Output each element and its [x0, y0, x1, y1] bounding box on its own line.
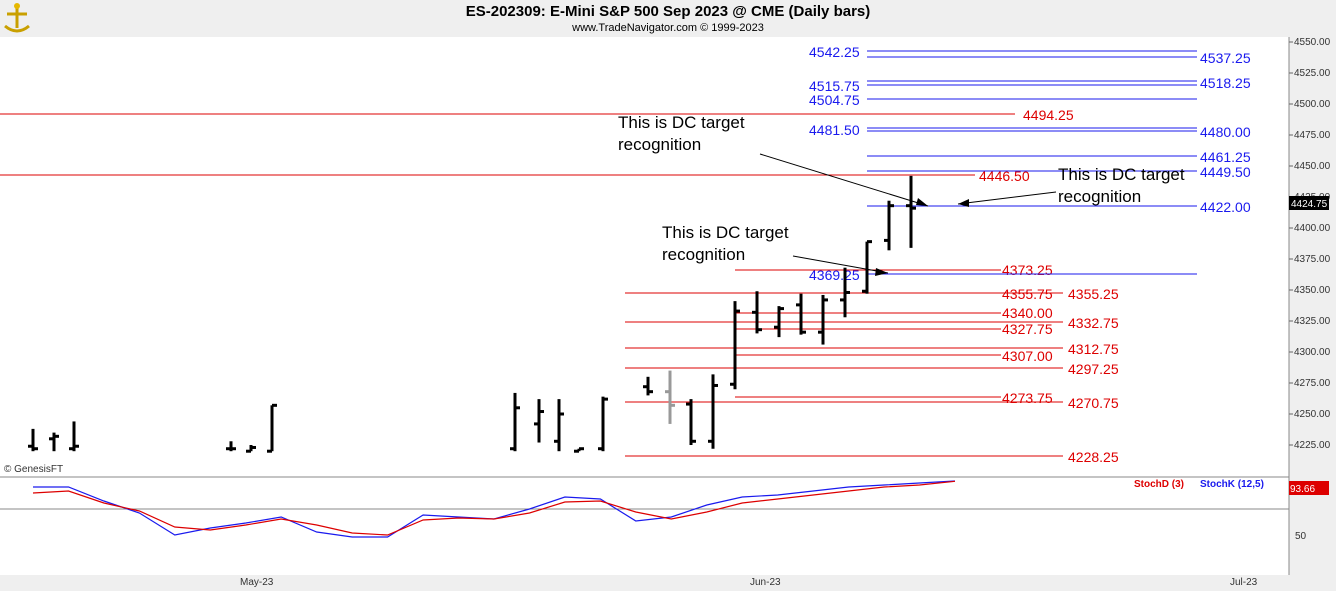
price-axis-tick-label: 4550.00 [1294, 37, 1331, 48]
level-label-4542-25: 4542.25 [809, 44, 860, 60]
stoch-d-legend: StochD (3) [1134, 479, 1184, 490]
level-label-4312-75: 4312.75 [1068, 341, 1119, 357]
price-axis-tick-label: 4475.00 [1294, 130, 1331, 141]
ohlc-bar [796, 293, 806, 335]
ohlc-bar [534, 399, 544, 443]
price-panel [0, 37, 1289, 477]
annotation-3-arrow [792, 255, 889, 274]
stoch-d-line [32, 480, 956, 536]
annotation-1-line-1: This is DC target [618, 113, 745, 132]
chart-title: ES-202309: E-Mini S&P 500 Sep 2023 @ CME… [465, 3, 871, 20]
level-label-4504-75: 4504.75 [809, 92, 860, 108]
ohlc-bar [598, 396, 608, 452]
level-label-4537-25: 4537.25 [1200, 50, 1251, 66]
ohlc-bar [246, 445, 256, 453]
ohlc-bar [554, 399, 564, 452]
level-label-4369-25: 4369.25 [809, 267, 860, 283]
price-axis-tick-label: 4350.00 [1294, 285, 1331, 296]
x-tick-jul-23: Jul-23 [1230, 577, 1258, 588]
price-axis-tick-label: 4400.00 [1294, 223, 1331, 234]
chart-subtitle: www.TradeNavigator.com © 1999-2023 [572, 22, 764, 34]
annotation-2-line-2: recognition [1058, 187, 1141, 206]
annotation-2-arrow [957, 191, 1057, 205]
level-label-4327-75: 4327.75 [1002, 321, 1053, 337]
ohlc-bar [574, 447, 584, 453]
ohlc-bar [510, 392, 520, 452]
level-label-4446-50: 4446.50 [979, 168, 1030, 184]
watermark: © GenesisFT [4, 464, 63, 475]
ohlc-bar [862, 240, 872, 294]
level-label-4332-75: 4332.75 [1068, 315, 1119, 331]
ohlc-bar [686, 399, 696, 445]
ohlc-bar [665, 370, 675, 424]
level-label-4355-25: 4355.25 [1068, 286, 1119, 302]
annotations: This is DC target recognition This is DC… [618, 113, 1185, 276]
price-axis-tick-label: 4275.00 [1294, 378, 1331, 389]
ohlc-bar [774, 306, 784, 338]
ohlc-bar [49, 432, 59, 452]
stoch-tick-50: 50 [1295, 531, 1307, 542]
stochastics-panel [32, 480, 956, 538]
ohlc-bar [267, 403, 277, 453]
level-label-4449-50: 4449.50 [1200, 164, 1251, 180]
annotation-3-line-1: This is DC target [662, 223, 789, 242]
time-axis-panel [0, 575, 1336, 591]
stoch-k-legend: StochK (12,5) [1200, 479, 1264, 490]
ohlc-bar [752, 291, 762, 334]
level-label-4515-75: 4515.75 [809, 78, 860, 94]
price-axis-tick-label: 4250.00 [1294, 409, 1331, 420]
price-axis-tick-label: 4500.00 [1294, 99, 1331, 110]
annotation-3-line-2: recognition [662, 245, 745, 264]
ohlc-bar [708, 374, 718, 449]
annotation-3-arrowhead-icon [875, 268, 888, 276]
level-label-4518-25: 4518.25 [1200, 75, 1251, 91]
ohlc-bar [884, 200, 894, 251]
annotation-1-arrow [759, 153, 929, 207]
annotation-1-line-2: recognition [618, 135, 701, 154]
x-tick-may-23: May-23 [240, 577, 274, 588]
level-label-4461-25: 4461.25 [1200, 149, 1251, 165]
ohlc-bar [28, 428, 38, 452]
ohlc-bar [818, 294, 828, 345]
level-label-4340: 4340.00 [1002, 305, 1053, 321]
price-axis-tick-label: 4450.00 [1294, 161, 1331, 172]
level-label-4373-25: 4373.25 [1002, 262, 1053, 278]
level-label-4297-25: 4297.25 [1068, 361, 1119, 377]
x-tick-jun-23: Jun-23 [750, 577, 781, 588]
level-label-4481-50: 4481.50 [809, 122, 860, 138]
level-label-4228-25: 4228.25 [1068, 449, 1119, 465]
last-price-label: 4424.75 [1291, 199, 1328, 210]
stoch-last-value: 93.66 [1290, 484, 1315, 495]
last-price-box [1289, 196, 1329, 210]
ohlc-bar [69, 421, 79, 452]
level-label-4480: 4480.00 [1200, 124, 1251, 140]
annotation-2-arrowhead-icon [958, 199, 969, 207]
ohlc-bar [226, 441, 236, 452]
level-label-4494-25: 4494.25 [1023, 107, 1074, 123]
annotation-1-arrowhead-icon [916, 198, 928, 206]
level-label-4355-75: 4355.75 [1002, 286, 1053, 302]
price-axis-tick-label: 4325.00 [1294, 316, 1331, 327]
level-label-4273-75: 4273.75 [1002, 390, 1053, 406]
price-axis-tick-label: 4225.00 [1294, 440, 1331, 451]
level-label-4270-75: 4270.75 [1068, 395, 1119, 411]
stoch-last-value-box [1289, 481, 1329, 495]
price-bars [28, 175, 916, 453]
price-axis-tick-label: 4375.00 [1294, 254, 1331, 265]
tradenavigator-logo-icon [4, 3, 30, 33]
level-label-4307: 4307.00 [1002, 348, 1053, 364]
ohlc-bar [643, 376, 653, 396]
price-axis-tick-label: 4300.00 [1294, 347, 1331, 358]
annotation-2-line-1: This is DC target [1058, 165, 1185, 184]
ohlc-bar [840, 267, 850, 318]
price-axis-tick-label: 4525.00 [1294, 68, 1331, 79]
ohlc-bar [730, 301, 740, 390]
level-label-4422: 4422.00 [1200, 199, 1251, 215]
ohlc-bar [906, 175, 916, 248]
chart-header: ES-202309: E-Mini S&P 500 Sep 2023 @ CME… [0, 0, 1336, 37]
